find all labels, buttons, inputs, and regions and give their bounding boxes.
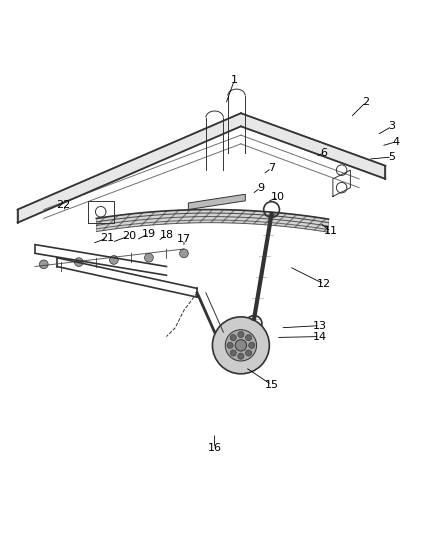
Circle shape: [110, 255, 118, 264]
Text: 21: 21: [100, 233, 114, 243]
Text: 17: 17: [177, 235, 191, 244]
Text: 12: 12: [317, 279, 331, 289]
Polygon shape: [96, 209, 328, 232]
Text: 3: 3: [389, 122, 396, 131]
Text: 11: 11: [324, 227, 338, 237]
Text: 10: 10: [271, 192, 285, 203]
Circle shape: [249, 342, 255, 349]
Polygon shape: [18, 113, 385, 223]
Text: 19: 19: [142, 229, 156, 239]
Text: 4: 4: [393, 136, 400, 147]
Text: 20: 20: [122, 231, 136, 241]
Circle shape: [238, 332, 244, 337]
Text: 15: 15: [265, 379, 279, 390]
Circle shape: [230, 335, 237, 341]
Circle shape: [145, 253, 153, 262]
Text: 13: 13: [313, 321, 327, 330]
Circle shape: [245, 350, 251, 356]
Text: 22: 22: [57, 200, 71, 210]
Circle shape: [245, 335, 251, 341]
Circle shape: [212, 317, 269, 374]
Text: 9: 9: [257, 183, 264, 192]
Text: 1: 1: [231, 75, 238, 85]
Text: 5: 5: [389, 152, 396, 162]
Text: 14: 14: [313, 332, 327, 342]
Text: 16: 16: [208, 443, 222, 453]
Circle shape: [235, 340, 247, 351]
Circle shape: [180, 249, 188, 258]
Circle shape: [227, 342, 233, 349]
Circle shape: [238, 353, 244, 359]
Text: 18: 18: [159, 230, 173, 240]
Circle shape: [39, 260, 48, 269]
Circle shape: [74, 258, 83, 266]
Text: 6: 6: [321, 148, 328, 158]
Circle shape: [225, 330, 257, 361]
Circle shape: [230, 350, 237, 356]
Text: 7: 7: [268, 163, 275, 173]
Polygon shape: [188, 194, 245, 209]
Text: 2: 2: [362, 97, 369, 107]
